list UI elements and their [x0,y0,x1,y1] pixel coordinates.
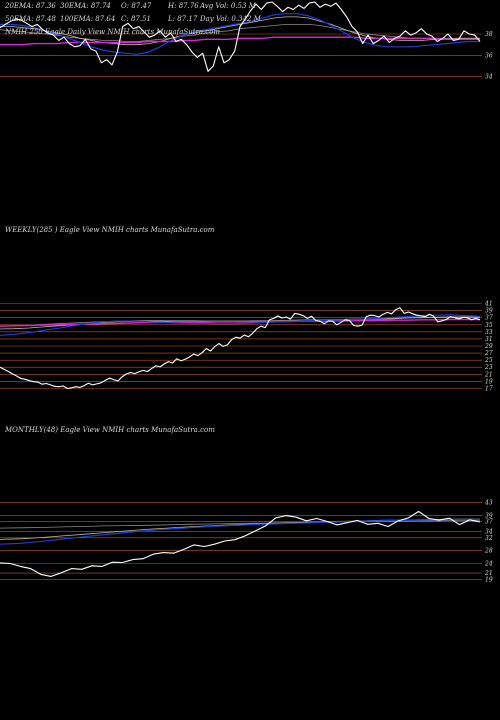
monthly-y-tick-label: 24 [484,561,493,568]
daily-baseline-ma-line [0,36,480,46]
daily-header-20ema: 20EMA: 87.36 [4,2,56,10]
daily-header-30ema: 30EMA: 87.74 [60,2,111,10]
weekly-y-tick-label: 41 [484,301,493,308]
weekly-y-tick-label: 29 [484,343,493,350]
weekly-series [0,307,481,390]
monthly-y-tick-label: 39 [485,512,493,519]
daily-chart-panel: 34 36 38 20EMA: 87.36 30EMA: 87.74 O: 87.4… [0,1,493,81]
weekly-y-tick-label: 37 [485,315,493,322]
daily-header-open: O: 87.47 [121,2,152,10]
monthly-y-tick-label: 28 [484,548,493,555]
daily-y-tick-label: 34 [485,74,493,81]
monthly-mid-ma-line [0,518,480,540]
weekly-header-title: WEEKLY(285 ) Eagle View NMIH charts Muna… [5,226,215,234]
weekly-short-ma-line [0,314,481,336]
monthly-long-ma-line [0,520,480,529]
daily-short-ma-line [0,13,480,55]
weekly-y-tick-label: 25 [484,357,493,364]
daily-header-title: NMIH 250 Eagle Daily View NMIH charts Mu… [4,28,220,36]
monthly-y-tick-label: 34 [485,528,493,535]
daily-header-50ema: 50EMA: 87.48 [5,15,56,23]
weekly-y-tick-label: 39 [485,308,493,315]
weekly-y-tick-label: 31 [485,336,493,343]
weekly-y-tick-label: 27 [484,350,493,357]
weekly-price-line [0,307,481,390]
daily-header-day-vol: Day Vol: 0.342 M [199,15,262,23]
daily-y-ticks: 34 36 38 [485,31,493,81]
daily-price-line [0,1,481,72]
daily-series [0,1,481,72]
monthly-grid [0,502,482,580]
weekly-y-tick-label: 17 [485,386,493,393]
daily-header-100ema: 100EMA: 87.64 [60,15,115,23]
weekly-y-tick-label: 21 [484,371,493,378]
weekly-y-tick-label: 35 [485,322,493,329]
monthly-y-tick-label: 37 [485,519,493,526]
weekly-grid [0,303,482,389]
daily-header-low: L: 87.17 [167,15,198,23]
monthly-price-line [0,510,481,577]
weekly-y-tick-label: 19 [485,378,493,385]
monthly-y-tick-label: 19 [485,577,493,584]
daily-header-avg-vol: Avg Vol: 0.53 M [199,2,257,10]
daily-header-close: C: 87.51 [121,15,151,23]
monthly-y-tick-label: 21 [484,570,493,577]
weekly-y-tick-label: 23 [484,364,493,371]
monthly-header-title: MONTHLY(48) Eagle View NMIH charts Munaf… [4,426,215,434]
weekly-long-ma-line [0,316,480,327]
monthly-y-tick-label: 43 [484,499,493,506]
monthly-y-tick-label: 32 [485,535,493,542]
daily-mid-ma-line [0,16,480,46]
daily-header-high: H: 87.76 [167,2,199,10]
daily-y-tick-label: 36 [485,52,493,59]
monthly-series [0,510,481,577]
daily-y-tick-label: 38 [485,31,493,38]
weekly-y-tick-label: 33 [485,329,493,336]
